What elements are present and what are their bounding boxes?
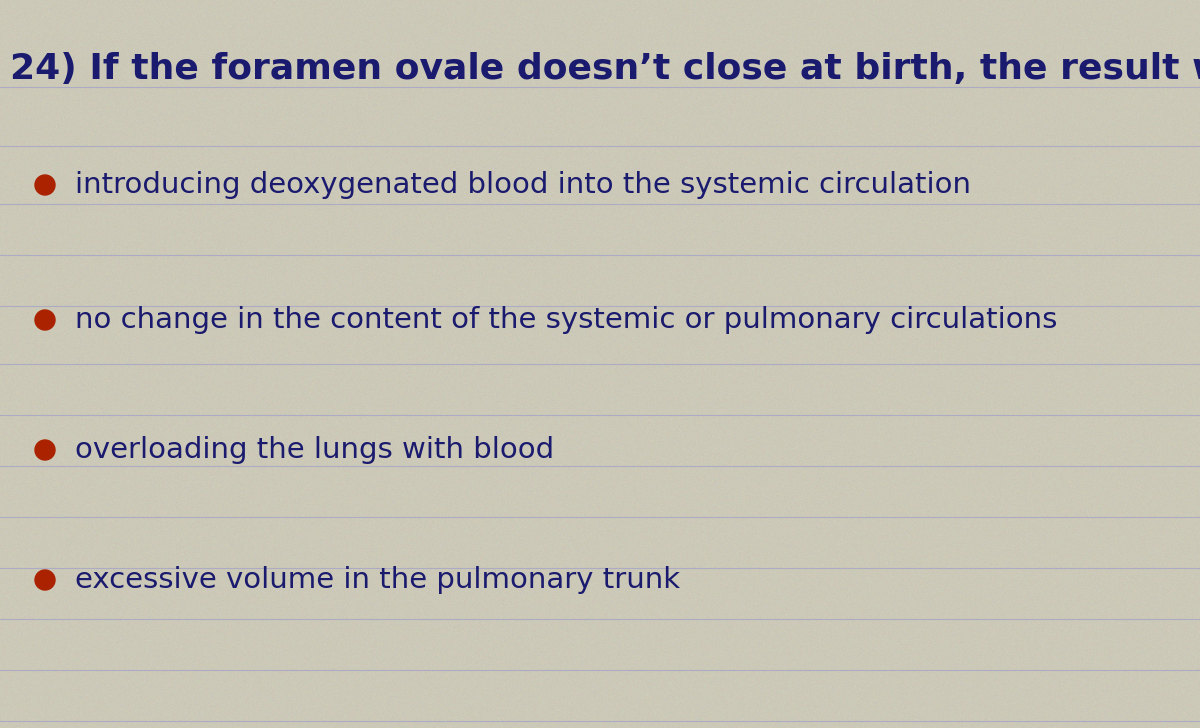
Text: 24) If the foramen ovale doesn’t close at birth, the result will be: 24) If the foramen ovale doesn’t close a… — [10, 52, 1200, 86]
Text: overloading the lungs with blood: overloading the lungs with blood — [74, 436, 554, 464]
Text: introducing deoxygenated blood into the systemic circulation: introducing deoxygenated blood into the … — [74, 171, 971, 199]
Circle shape — [35, 570, 55, 590]
Text: no change in the content of the systemic or pulmonary circulations: no change in the content of the systemic… — [74, 306, 1057, 334]
Circle shape — [35, 310, 55, 330]
Circle shape — [35, 175, 55, 195]
Text: excessive volume in the pulmonary trunk: excessive volume in the pulmonary trunk — [74, 566, 680, 594]
Circle shape — [35, 440, 55, 460]
